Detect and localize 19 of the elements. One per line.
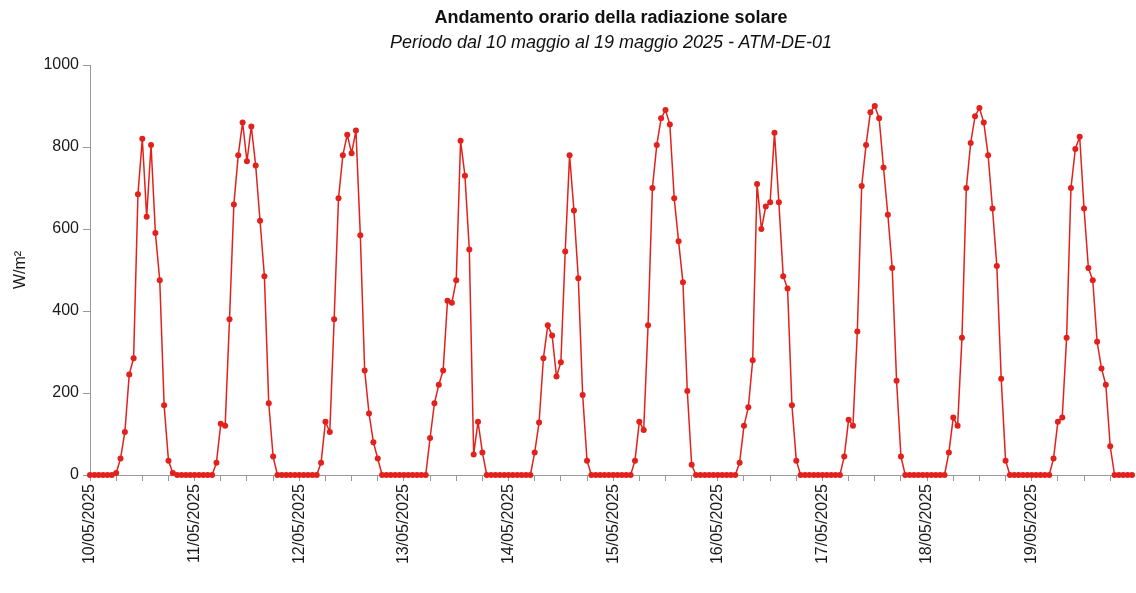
y-tick-label: 0 [70,465,80,483]
chart-title: Andamento orario della radiazione solare [434,6,788,27]
chart-subtitle: Periodo dal 10 maggio al 19 maggio 2025 - ATM-DE-01 [389,32,833,52]
x-tick-label: 18/05/2025 [917,483,935,565]
y-tick-label: 200 [52,383,80,401]
x-tick-label: 19/05/2025 [1022,483,1040,565]
x-tick-label: 16/05/2025 [708,483,726,565]
x-tick-label: 15/05/2025 [603,483,621,565]
x-tick-label: 13/05/2025 [394,483,412,565]
y-axis-title: W/m² [11,250,29,290]
y-tick-label: 600 [52,219,80,237]
y-tick-label: 800 [52,137,80,155]
y-tick-label: 400 [52,301,80,319]
x-tick-label: 12/05/2025 [289,483,307,565]
x-tick-label: 10/05/2025 [80,483,98,565]
x-tick-label: 17/05/2025 [812,483,830,565]
y-tick-label: 1000 [43,55,80,73]
x-tick-label: 11/05/2025 [185,483,203,563]
x-tick-label: 14/05/2025 [498,483,516,565]
